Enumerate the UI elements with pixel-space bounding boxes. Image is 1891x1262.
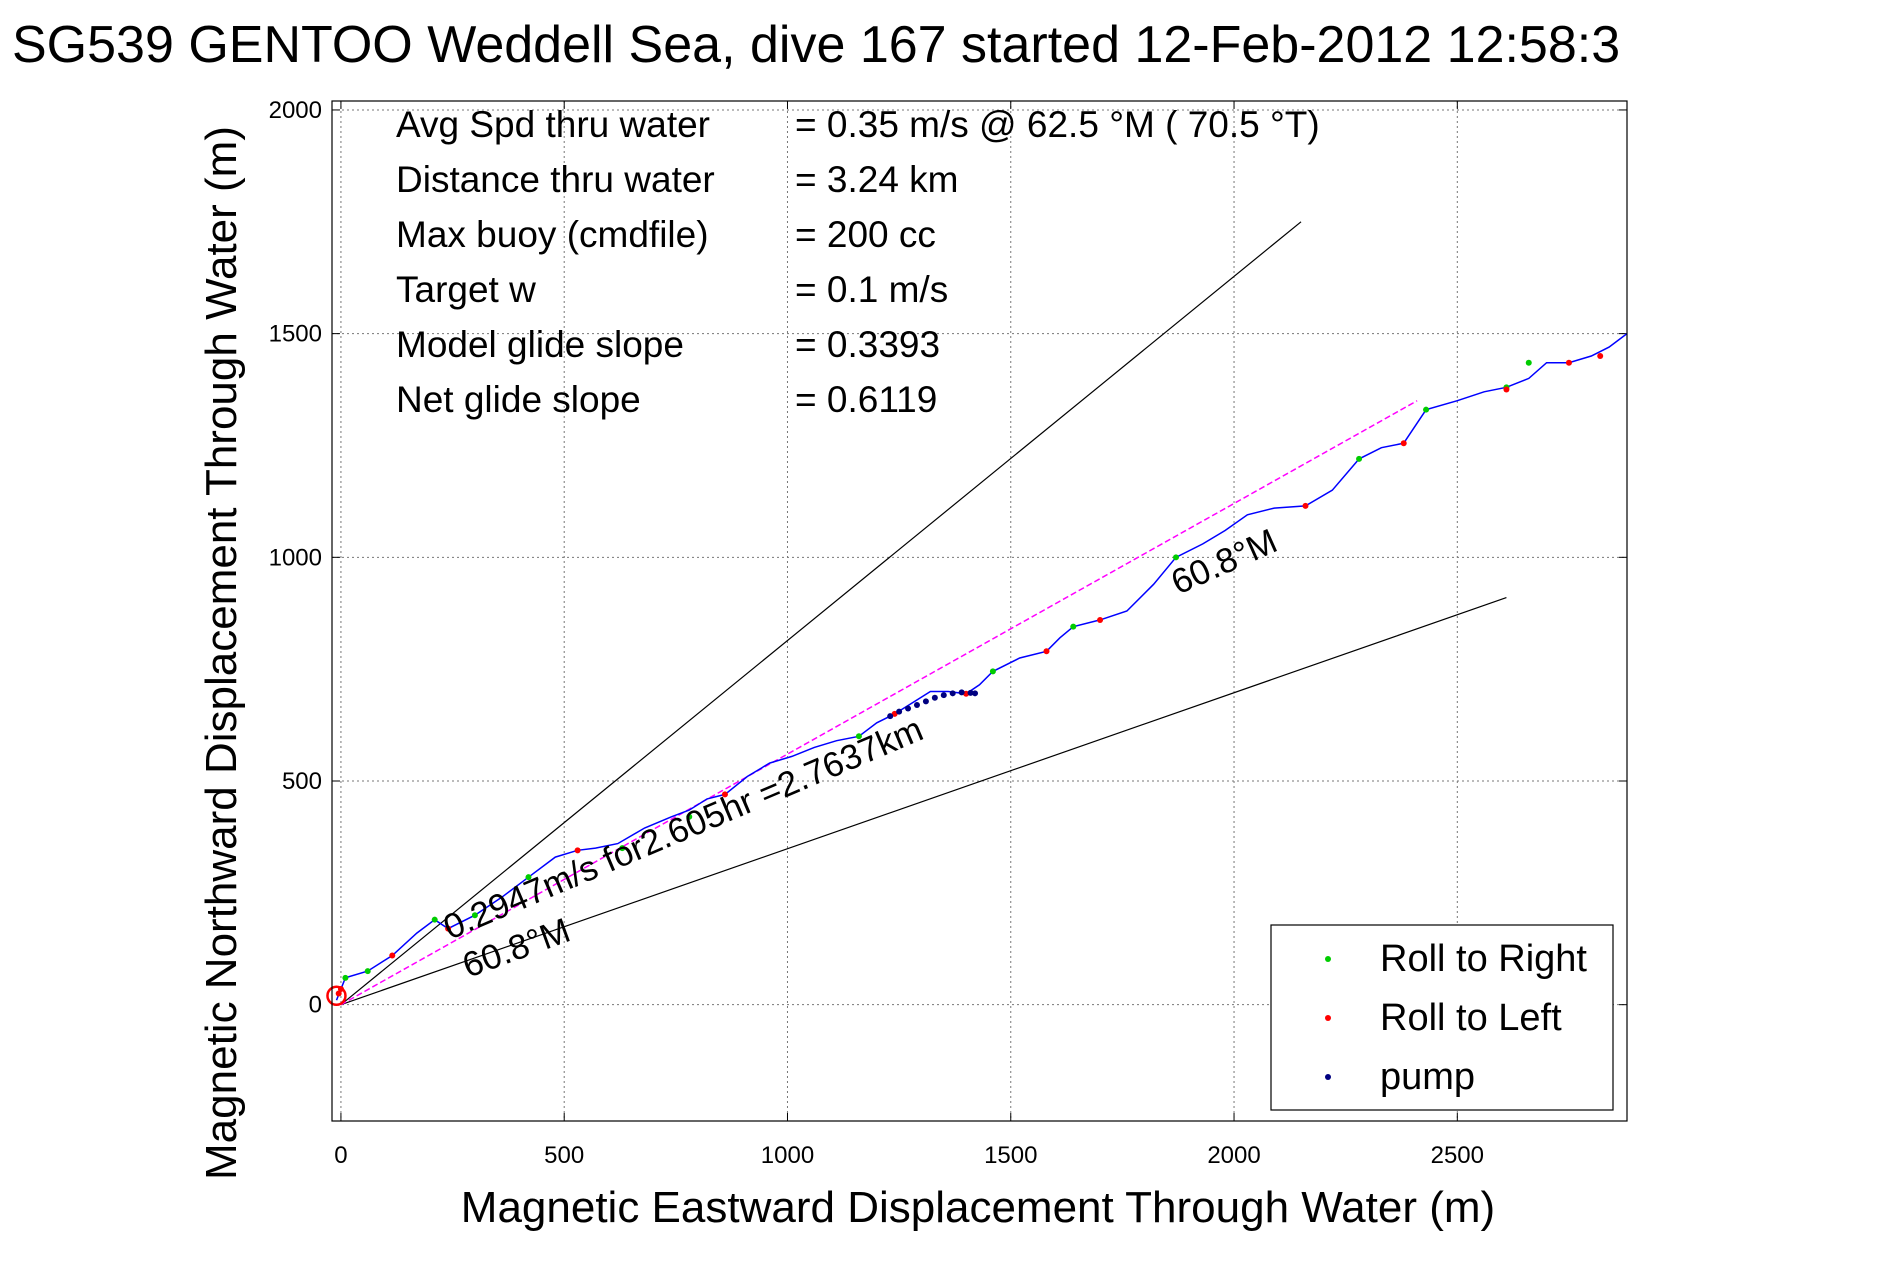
chart-annotation: 0.2947m/s for2.605hr =2.7637km [438, 710, 929, 948]
axis-ticks: 0 500 1000 1500 2000 2500 0 500 1000 1500 2000 [269, 97, 1627, 1169]
stat-value: = 200 cc [795, 214, 936, 255]
data-point [364, 968, 371, 975]
data-point [342, 974, 349, 981]
data-point [967, 689, 974, 696]
legend-label: pump [1380, 1056, 1475, 1098]
grid [332, 101, 1627, 1121]
stat-label: Max buoy (cmdfile) [396, 214, 709, 255]
x-tick-label: 1500 [984, 1142, 1037, 1169]
heading-guide-line [340, 221, 1302, 1006]
data-point [471, 912, 478, 919]
data-point [1423, 406, 1430, 413]
data-point [389, 952, 396, 959]
net-displacement-line [340, 400, 1418, 1006]
x-axis-label: Magnetic Eastward Displacement Through W… [461, 1183, 1495, 1232]
data-point [574, 847, 581, 854]
heading-guide-line [340, 597, 1507, 1006]
data-point [922, 698, 929, 705]
guide-lines [340, 221, 1507, 1006]
y-tick-label: 2000 [269, 97, 322, 124]
data-point [1172, 554, 1179, 561]
data-point [619, 845, 626, 852]
start-marker [326, 985, 347, 1006]
legend-label: Roll to Left [1380, 997, 1562, 1039]
data-point [686, 813, 693, 820]
stat-label: Avg Spd thru water [396, 104, 710, 145]
data-point [891, 710, 898, 717]
data-point [1356, 455, 1363, 462]
stat-value: = 0.1 m/s [795, 269, 948, 310]
y-tick-label: 1000 [269, 544, 322, 571]
y-tick-label: 1500 [269, 321, 322, 348]
stat-label: Distance thru water [396, 159, 715, 200]
data-point [431, 916, 438, 923]
y-axis-label: Magnetic Northward Displacement Through … [197, 126, 246, 1180]
data-point [913, 701, 920, 708]
stats-box: Avg Spd thru water = 0.35 m/s @ 62.5 °M (… [396, 104, 1320, 420]
x-tick-label: 1000 [761, 1142, 814, 1169]
data-point [1597, 353, 1604, 359]
data-point [896, 708, 903, 715]
data-point [1302, 502, 1309, 509]
stat-label: Target w [396, 269, 536, 310]
stat-value: = 3.24 km [795, 159, 959, 200]
data-point [887, 713, 894, 720]
data-point [335, 990, 342, 997]
data-point [445, 925, 452, 932]
plot-frame [331, 100, 1628, 1122]
data-point [337, 986, 344, 993]
chart-title: SG539 GENTOO Weddell Sea, dive 167 start… [12, 16, 1620, 74]
stat-label: Net glide slope [396, 379, 641, 420]
x-tick-label: 0 [334, 1142, 347, 1169]
stat-value: = 0.3393 [795, 324, 940, 365]
data-point [1043, 648, 1050, 655]
data-point [1400, 440, 1407, 447]
legend-marker [1325, 1015, 1331, 1021]
stat-label: Model glide slope [396, 324, 684, 365]
data-point [721, 791, 728, 798]
data-point [1565, 359, 1572, 366]
data-point [525, 874, 532, 881]
legend-marker [1325, 1074, 1331, 1080]
data-points [335, 353, 1604, 997]
data-point [1070, 623, 1077, 630]
y-tick-label: 500 [282, 768, 322, 795]
stat-value: = 0.6119 [795, 379, 937, 420]
legend: Roll to Right Roll to Left pump [1270, 924, 1614, 1111]
data-point [940, 692, 947, 699]
legend-marker [1325, 956, 1331, 962]
data-point [1525, 359, 1532, 366]
x-tick-label: 2000 [1207, 1142, 1260, 1169]
data-point [931, 694, 938, 701]
y-tick-label: 0 [309, 992, 322, 1019]
x-tick-label: 2500 [1431, 1142, 1484, 1169]
x-tick-label: 500 [544, 1142, 584, 1169]
data-point [1097, 616, 1104, 623]
data-point [972, 690, 979, 697]
data-point [1503, 386, 1510, 393]
glider-track-line [335, 333, 1628, 1001]
data-point [958, 689, 965, 696]
data-point [905, 705, 912, 712]
stat-value: = 0.35 m/s @ 62.5 °M ( 70.5 °T) [795, 104, 1320, 145]
chart-annotation: 60.8°M [1165, 521, 1283, 602]
data-point [989, 668, 996, 675]
data-point [949, 690, 956, 697]
tracks [326, 333, 1628, 1006]
legend-label: Roll to Right [1380, 938, 1587, 980]
data-point [855, 733, 862, 740]
